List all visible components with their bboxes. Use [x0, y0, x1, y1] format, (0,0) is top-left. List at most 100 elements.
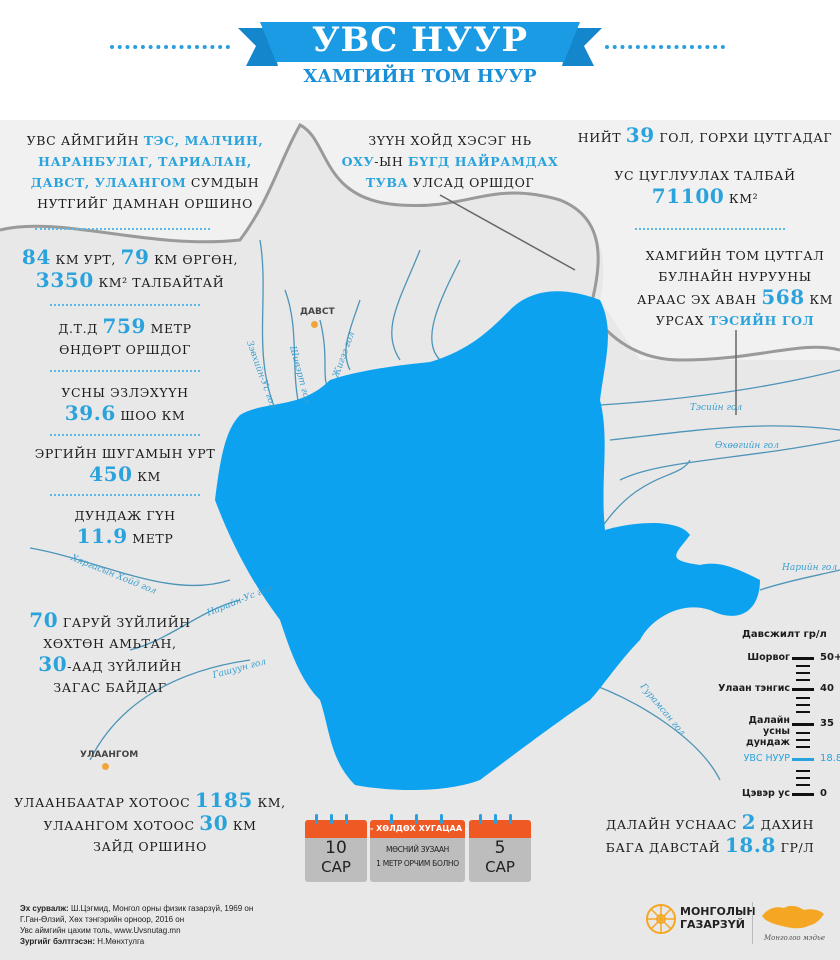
- brand-line1: МОНГОЛЫН: [680, 905, 756, 918]
- fact-number: 39.6: [64, 401, 116, 425]
- fact-text: СУМДЫН: [186, 175, 260, 190]
- fact-text: ХӨХТӨН АМЬТАН,: [43, 636, 177, 651]
- fact-text: НИЙТ: [577, 130, 626, 145]
- scale-tick: [792, 758, 814, 761]
- fact-text: ХАМГИЙН ТОМ ЦУТГАЛ: [645, 248, 825, 263]
- fact-highlight: БҮГД НАЙРАМДАХ: [408, 154, 559, 169]
- calendar-body: МӨСНИЙ ЗУЗААН 1 МЕТР ОРЧИМ БОЛНО: [370, 838, 465, 871]
- calendar-ring-icon: [494, 814, 497, 824]
- fact-highlight: ОХУ: [341, 154, 375, 169]
- scale-label: Шорвог: [747, 652, 790, 663]
- fact-number: 84: [21, 245, 51, 269]
- fact-text: ЗҮҮН ХОЙД ХЭСЭГ НЬ: [368, 133, 532, 148]
- tuva-pointer-line: [439, 194, 576, 271]
- scale-tick: [796, 746, 810, 748]
- calendar-frozen-months: 10 САР: [305, 814, 367, 882]
- fact-number: 70: [29, 608, 59, 632]
- scale-label: Цэвэр ус: [741, 788, 790, 799]
- logo-divider: [752, 902, 753, 944]
- scale-tick: [796, 784, 810, 786]
- fact-text: ГАРУЙ ЗҮЙЛИЙН: [58, 615, 191, 630]
- fact-elevation: Д.Т.Д 759 МЕТР ӨНДӨРТ ОРШДОГ: [0, 316, 250, 360]
- fact-highlight: НАРАНБУЛАГ, ТАРИАЛАН,: [38, 154, 252, 169]
- mongolia-map-logo-icon: [762, 905, 824, 929]
- brand-line2: ГАЗАРЗҮЙ: [680, 918, 745, 931]
- freeze-period-header: - ХӨЛДӨХ ХУГАЦАА -: [370, 820, 468, 838]
- fact-number: 3350: [35, 268, 94, 292]
- scale-tick: [796, 711, 810, 713]
- logo-tagline: Монголоо мэдье: [764, 934, 825, 942]
- scale-label: Улаан тэнгис: [718, 683, 790, 694]
- fact-text: Д.Т.Д: [58, 321, 103, 336]
- ice-thickness-line1: МӨСНИЙ ЗУЗААН: [385, 845, 450, 854]
- fact-text: БАГА ДАВСТАЙ: [605, 840, 725, 855]
- separator: [635, 228, 785, 230]
- salinity-scale-title: Давсжилт гр/л: [742, 629, 827, 640]
- fact-text: ЗАЙД ОРШИНО: [93, 839, 207, 854]
- fact-text: КМ: [228, 818, 257, 833]
- fact-highlight: ТУВА: [365, 175, 409, 190]
- page-title: УВС НУУР: [311, 20, 529, 60]
- months-unit: САР: [485, 858, 515, 876]
- fact-text: КМ УРТ,: [50, 252, 121, 267]
- border-line: [0, 123, 840, 362]
- fact-text: УС ЦУГЛУУЛАХ ТАЛБАЙ: [614, 168, 796, 183]
- calendar-ring-icon: [390, 814, 393, 824]
- header: УВС НУУР ХАМГИЙН ТОМ НУУР: [0, 0, 840, 120]
- fact-number: 39: [625, 123, 655, 147]
- fact-text: КМ²: [724, 191, 759, 206]
- scale-label: Далайн усны дундаж: [746, 715, 790, 748]
- fact-number: 2: [741, 810, 757, 834]
- fact-distance: УЛААНБААТАР ХОТООС 1185 КМ, УЛААНГОМ ХОТО…: [0, 790, 300, 857]
- lake-uvs: [215, 291, 760, 790]
- months-unit: САР: [321, 858, 351, 876]
- fact-tuva: ЗҮҮН ХОЙД ХЭСЭГ НЬ ОХУ-ЫН БҮГД НАЙРАМДАХ Т…: [330, 130, 570, 193]
- scale-tick: [792, 723, 814, 726]
- fact-text: УСНЫ ЭЗЛЭХҮҮН: [61, 385, 189, 400]
- fact-text: -ААД ЗҮЙЛИЙН: [67, 659, 182, 674]
- fact-text: ШОО КМ: [115, 408, 186, 423]
- calendar-ring-icon: [415, 814, 418, 824]
- river-label: Тэсийн гол: [690, 403, 743, 413]
- fact-wildlife: 70 ГАРУЙ ЗҮЙЛИЙН ХӨХТӨН АМЬТАН, 30-ААД ЗҮЙ…: [0, 610, 220, 698]
- fact-text: МЕТР: [127, 531, 174, 546]
- fact-highlight: ТЭСИЙН ГОЛ: [708, 313, 815, 328]
- fact-text: БУЛНАЙН НУРУУНЫ: [658, 269, 812, 284]
- salinity-scale: Давсжилт гр/л Шорвог 50+ Улаан тэнгис 40 Д…: [690, 625, 840, 805]
- fact-text: ГР/Л: [776, 840, 815, 855]
- fact-text: КМ² ТАЛБАЙТАЙ: [93, 275, 225, 290]
- fact-text: КМ,: [252, 795, 286, 810]
- fact-number: 450: [89, 462, 133, 486]
- fact-tes-river: ХАМГИЙН ТОМ ЦУТГАЛ БУЛНАЙН НУРУУНЫ АРААС Э…: [610, 245, 840, 331]
- fact-number: 79: [120, 245, 150, 269]
- fact-text: КМ: [132, 469, 161, 484]
- page-subtitle: ХАМГИЙН ТОМ НУУР: [303, 66, 537, 87]
- fact-text: КМ: [804, 292, 833, 307]
- fact-number: 1185: [194, 788, 253, 812]
- fact-text: ЗАГАС БАЙДАГ: [53, 680, 167, 695]
- fact-text: ДУНДАЖ ГҮН: [74, 508, 176, 523]
- scale-value: 40: [820, 683, 834, 694]
- fact-number: 30: [38, 652, 68, 676]
- fact-text: НУТГИЙГ ДАМНАН ОРШИНО: [37, 196, 253, 211]
- calendar-ring-icon: [315, 814, 318, 824]
- fact-text: УВС АЙМГИЙН: [26, 133, 144, 148]
- fact-number: 71100: [651, 184, 725, 208]
- title-ribbon: [238, 22, 602, 66]
- fact-text: -ЫН: [374, 154, 408, 169]
- scale-tick: [796, 739, 810, 741]
- fact-text: КМ ӨРГӨН,: [149, 252, 239, 267]
- fact-text: УЛААНГОМ ХОТООС: [43, 818, 200, 833]
- calendar-open-months: 5 САР: [469, 814, 531, 882]
- fact-salinity: ДАЛАЙН УСНААС 2 ДАХИН БАГА ДАВСТАЙ 18.8 Г…: [580, 812, 840, 858]
- fact-number: 18.8: [724, 833, 777, 857]
- place-davst: ДАВСТ: [300, 307, 335, 317]
- source-line: Г.Ган-Өлзий, Хөх тэнгэрийн орноор, 2016 …: [20, 915, 185, 924]
- scale-value: 0: [820, 788, 827, 799]
- fact-location-sums: УВС АЙМГИЙН ТЭС, МАЛЧИН, НАРАНБУЛАГ, ТАРИ…: [0, 130, 290, 214]
- fact-text: ЭРГИЙН ШУГАМЫН УРТ: [34, 446, 216, 461]
- place-marker-icon: [311, 321, 318, 328]
- sources-label: Эх сурвалж:: [20, 904, 69, 913]
- scale-tick: [792, 688, 814, 691]
